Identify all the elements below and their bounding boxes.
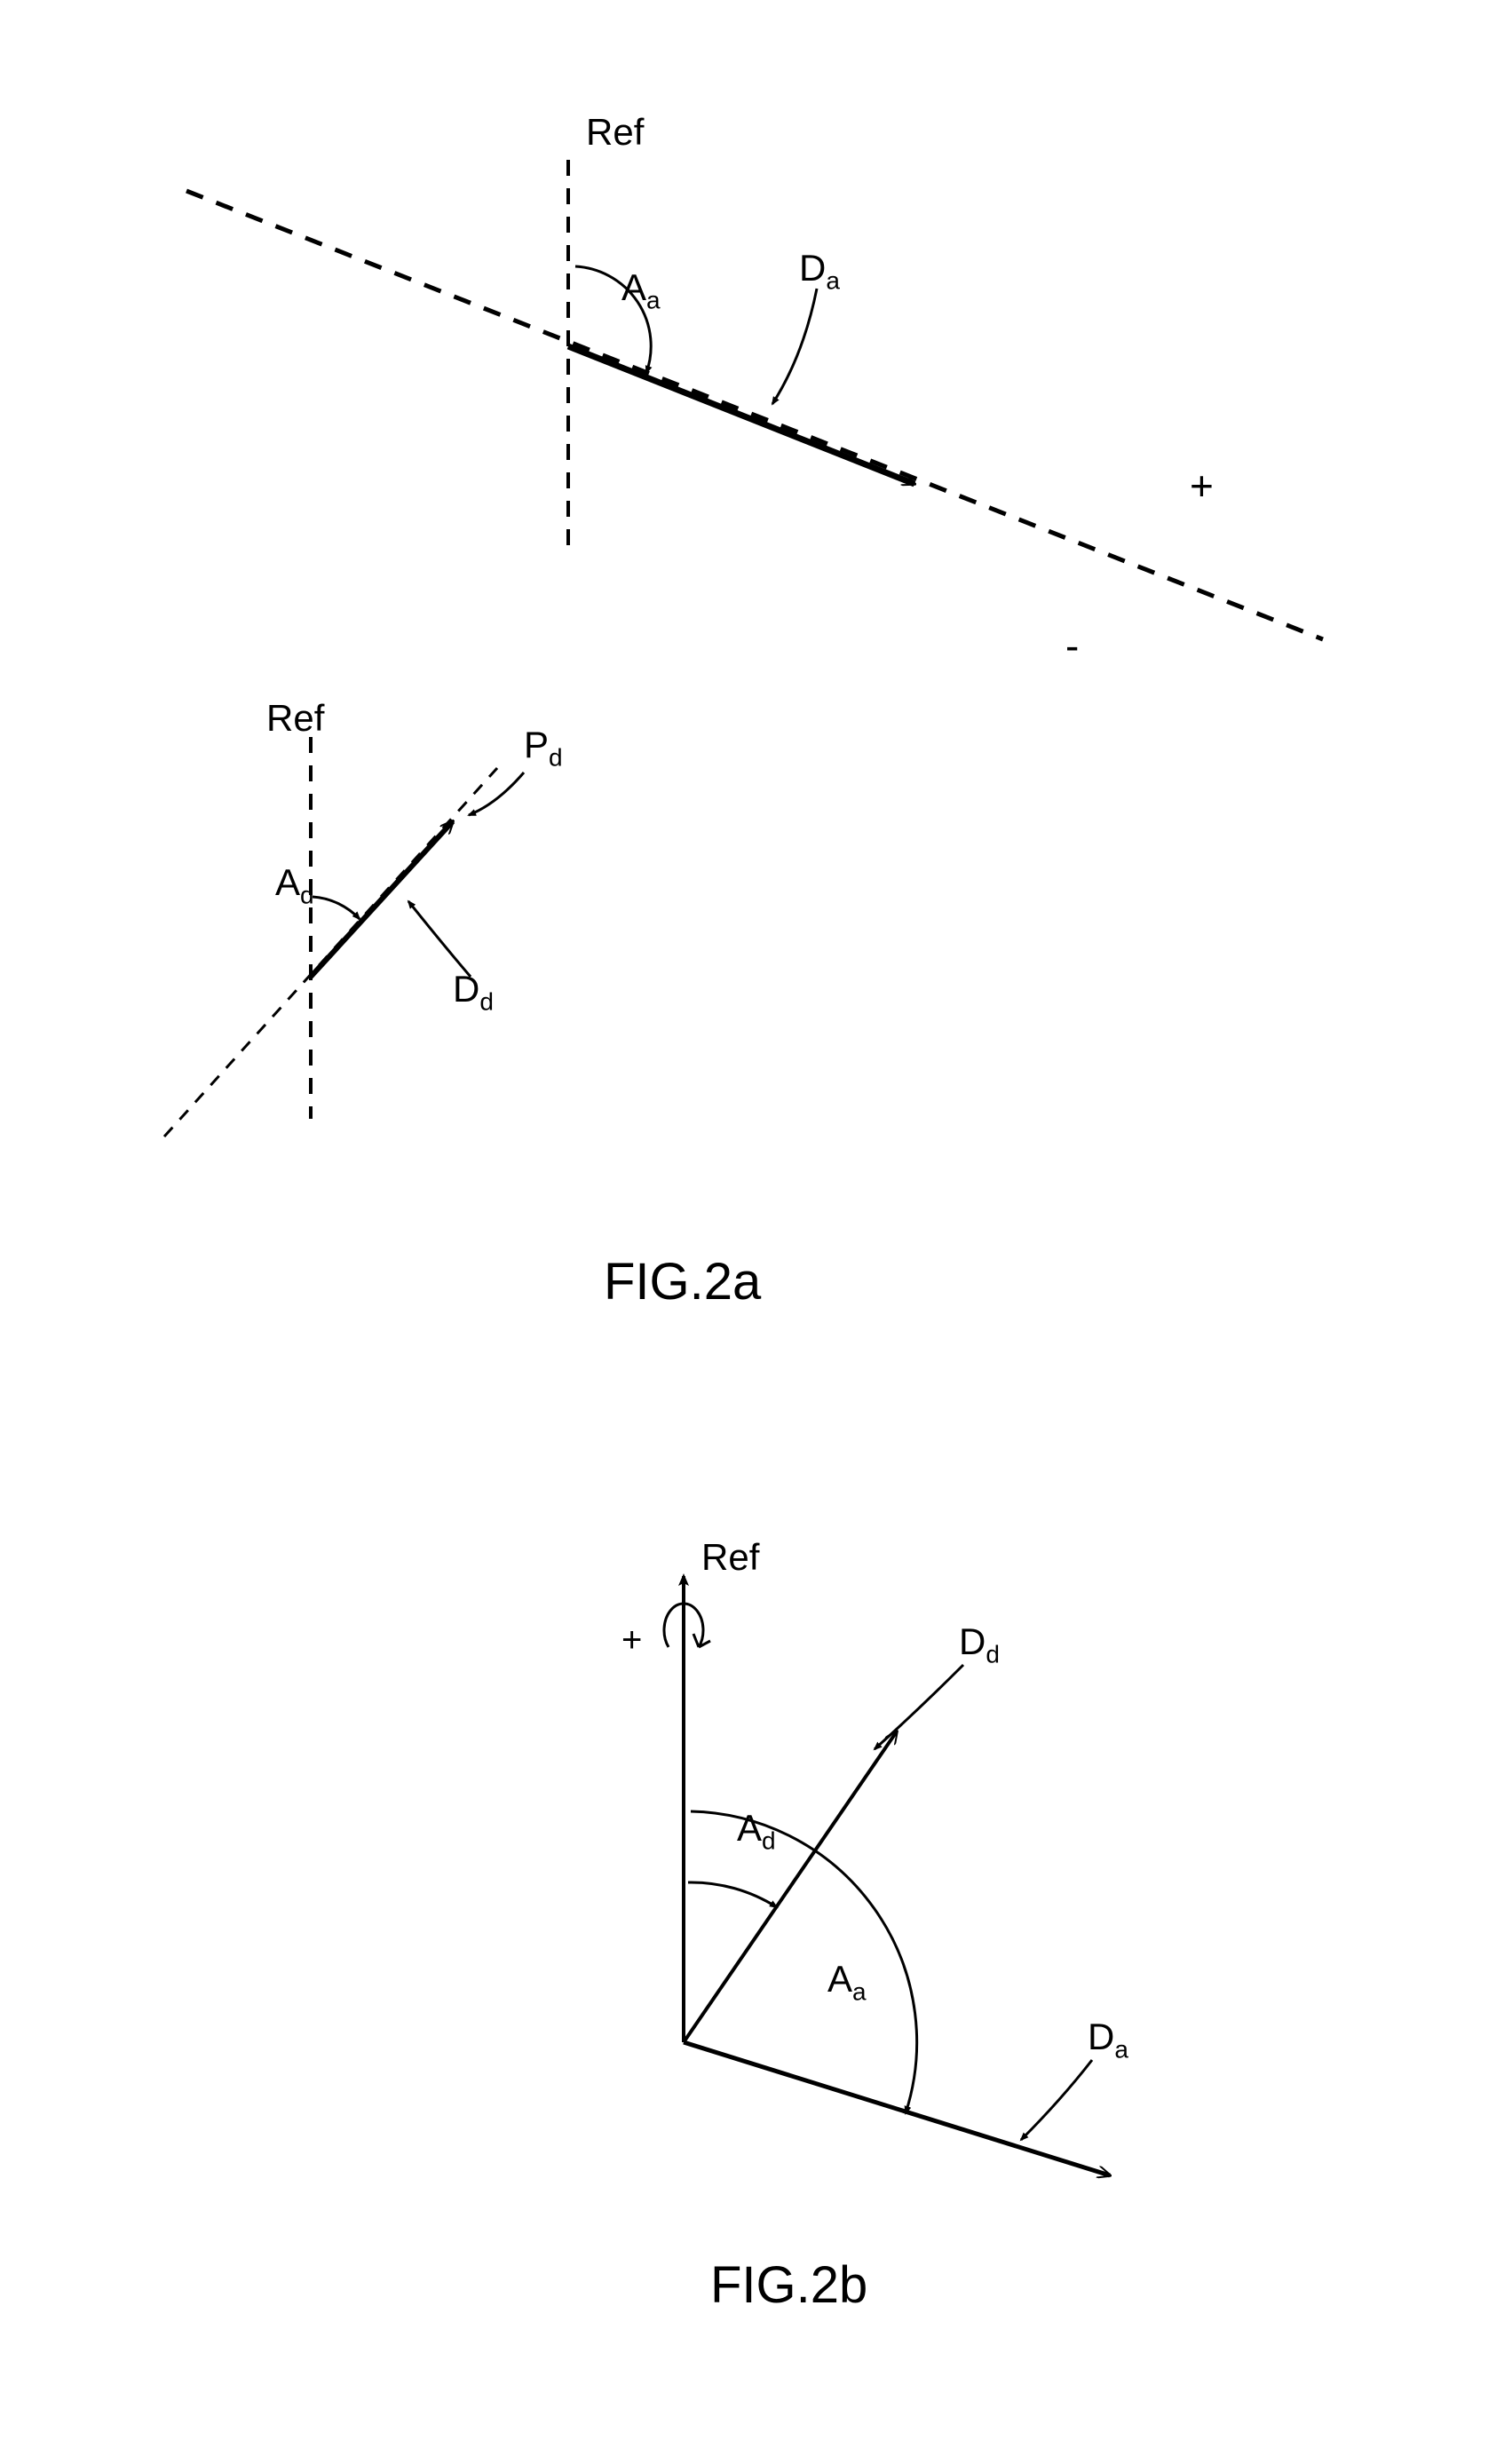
fig2a-lower-dd-label: Dd — [453, 968, 494, 1016]
fig2a-upper-aa-label: Aa — [621, 266, 661, 314]
fig2b-aa-label: Aa — [827, 1958, 867, 2006]
fig2a-lower-ad-label: Ad — [275, 861, 314, 909]
figure-2b-caption: FIG.2b — [710, 2255, 867, 2315]
figure-2a-svg — [0, 0, 1512, 1421]
figure-2a-caption: FIG.2a — [604, 1252, 761, 1311]
fig2b-ref-label: Ref — [701, 1536, 759, 1579]
fig2a-upper-minus-label: - — [1065, 622, 1079, 669]
figure-2b-svg — [0, 1492, 1512, 2380]
fig2a-upper-ref-label: Ref — [586, 111, 644, 154]
fig2a-lower-ref-label: Ref — [266, 697, 324, 740]
fig2b-da-label: Da — [1088, 2016, 1128, 2064]
fig2b-plus-label: + — [621, 1620, 642, 1660]
fig2b-ad-label: Ad — [737, 1807, 776, 1855]
figure-2a: Ref Aa Da + - Ref Pd Ad Dd FIG.2a — [0, 0, 1512, 1421]
fig2a-upper-plus-label: + — [1190, 462, 1214, 510]
fig2a-upper-da-label: Da — [799, 247, 840, 295]
fig2b-dd-label: Dd — [959, 1620, 1000, 1668]
figure-2b: Ref + Dd Ad Aa Da FIG.2b — [0, 1492, 1512, 2380]
fig2a-lower-pd-label: Pd — [524, 724, 563, 772]
